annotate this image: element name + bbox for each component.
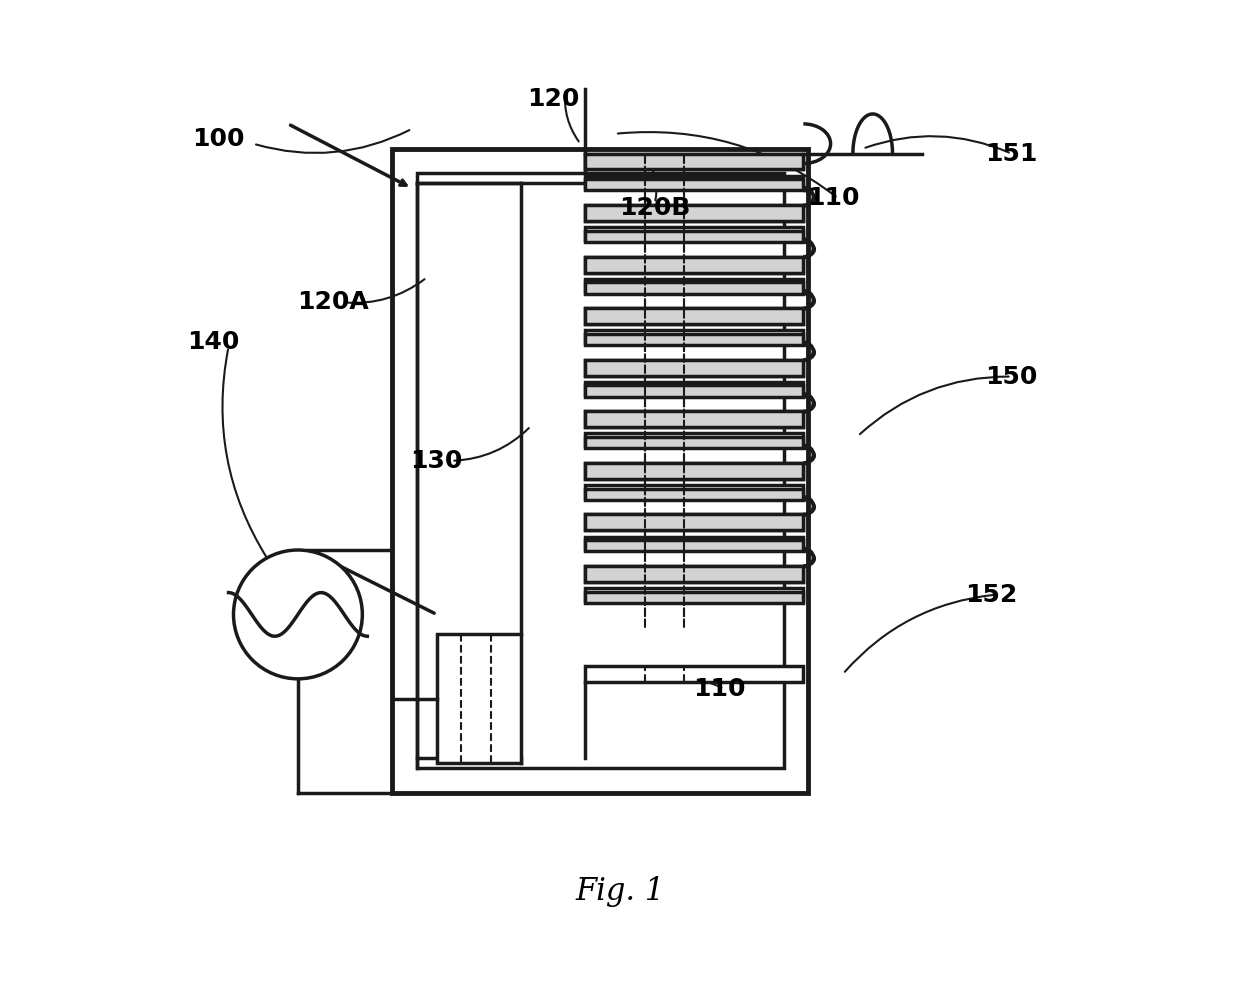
Text: 120: 120 bbox=[527, 87, 580, 111]
Bar bbox=[585, 485, 804, 497]
Bar bbox=[585, 205, 804, 221]
Bar bbox=[585, 382, 804, 394]
Bar bbox=[585, 433, 804, 446]
Bar bbox=[585, 385, 804, 396]
Text: Fig. 1: Fig. 1 bbox=[575, 876, 665, 908]
Bar bbox=[585, 411, 804, 427]
Bar bbox=[585, 666, 804, 682]
Text: 100: 100 bbox=[192, 127, 244, 151]
Bar bbox=[585, 360, 804, 376]
Bar bbox=[585, 227, 804, 240]
Bar bbox=[585, 154, 804, 169]
Bar bbox=[585, 463, 804, 479]
Text: 150: 150 bbox=[986, 365, 1038, 388]
Bar bbox=[585, 308, 804, 324]
Bar bbox=[585, 514, 804, 530]
Text: 140: 140 bbox=[187, 330, 239, 354]
Bar bbox=[585, 588, 804, 601]
Bar bbox=[585, 257, 804, 273]
Text: 152: 152 bbox=[966, 583, 1018, 606]
Bar bbox=[585, 179, 804, 190]
Bar bbox=[585, 566, 804, 582]
Bar bbox=[585, 282, 804, 293]
Bar bbox=[417, 173, 784, 768]
Bar bbox=[585, 566, 804, 582]
Text: 120A: 120A bbox=[296, 290, 368, 314]
Text: 151: 151 bbox=[986, 142, 1038, 165]
Bar bbox=[585, 278, 804, 291]
Bar bbox=[585, 489, 804, 499]
Bar bbox=[585, 360, 804, 376]
Bar bbox=[585, 514, 804, 530]
Circle shape bbox=[233, 550, 362, 679]
Text: 110: 110 bbox=[807, 186, 859, 210]
Bar bbox=[585, 540, 804, 551]
Bar bbox=[585, 536, 804, 549]
Text: 120B: 120B bbox=[619, 196, 691, 220]
Text: 130: 130 bbox=[410, 449, 463, 473]
Bar bbox=[585, 334, 804, 345]
Bar bbox=[585, 308, 804, 324]
Bar bbox=[585, 231, 804, 242]
Bar bbox=[585, 411, 804, 427]
Bar bbox=[392, 149, 808, 793]
Bar bbox=[585, 205, 804, 221]
Bar bbox=[585, 175, 804, 188]
Bar bbox=[585, 330, 804, 343]
Bar bbox=[585, 257, 804, 273]
Bar bbox=[585, 592, 804, 603]
Bar bbox=[436, 634, 521, 763]
Bar bbox=[585, 437, 804, 448]
Text: 110: 110 bbox=[693, 677, 745, 701]
Bar bbox=[585, 463, 804, 479]
Bar bbox=[585, 154, 804, 169]
